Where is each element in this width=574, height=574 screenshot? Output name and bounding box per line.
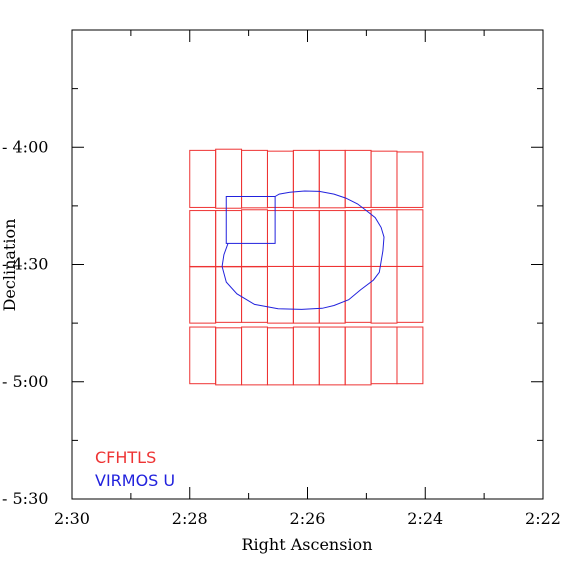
- x-tick-label: 2:24: [407, 509, 443, 528]
- cfhtls-field-rect: [215, 148, 243, 209]
- cfhtls-field-rect: [370, 265, 398, 324]
- y-tick-label: - 4:00: [2, 137, 48, 156]
- cfhtls-field-rect: [241, 326, 268, 386]
- tick-labels: 2:30 2:28 2:26 2:24 2:22 - 4:00 - 4:30 - 5:00 - …: [2, 137, 561, 528]
- x-tick-label: 2:28: [172, 509, 208, 528]
- cfhtls-field-rect: [344, 210, 372, 267]
- cfhtls-field-rect: [189, 149, 217, 208]
- cfhtls-field-rect: [266, 210, 294, 267]
- cfhtls-field-rect: [241, 149, 268, 209]
- legend: CFHTLS VIRMOS U: [95, 448, 175, 490]
- cfhtls-field-rect: [189, 210, 217, 267]
- x-tick-label: 2:30: [54, 509, 90, 528]
- cfhtls-field-rect: [318, 265, 346, 324]
- y-axis-title: Declination: [0, 219, 19, 312]
- virmos-u-rect: [225, 195, 276, 244]
- axis-ticks: [71, 29, 544, 500]
- cfhtls-field-rect: [189, 266, 217, 324]
- cfhtls-field-rect: [292, 265, 320, 324]
- y-tick-label: - 5:00: [2, 372, 48, 391]
- legend-entry: VIRMOS U: [95, 471, 175, 490]
- plot-frame: [71, 29, 544, 500]
- cfhtls-field-rect: [215, 210, 243, 267]
- cfhtls-field-rect: [318, 149, 346, 209]
- cfhtls-field-rect: [215, 327, 243, 386]
- cfhtls-field-rect: [396, 209, 424, 267]
- cfhtls-field-rect: [241, 265, 268, 323]
- cfhtls-field-rect: [266, 327, 294, 386]
- cfhtls-field-rect: [189, 326, 217, 385]
- cfhtls-field-rect: [292, 210, 320, 267]
- cfhtls-field-rect: [318, 326, 346, 386]
- cfhtls-field-rect: [344, 265, 372, 323]
- virmos-u-series: [221, 190, 385, 310]
- y-tick-label: - 5:30: [2, 489, 48, 508]
- y-tick-label: - 4:30: [2, 255, 48, 274]
- cfhtls-field-rect: [344, 326, 372, 386]
- cfhtls-field-rect: [292, 149, 320, 209]
- cfhtls-series: [189, 148, 424, 386]
- cfhtls-field-rect: [292, 326, 320, 386]
- cfhtls-field-rect: [370, 150, 398, 208]
- legend-entry: CFHTLS: [95, 448, 156, 467]
- cfhtls-field-rect: [266, 265, 294, 324]
- cfhtls-field-rect: [396, 265, 424, 323]
- cfhtls-field-rect: [396, 151, 424, 208]
- cfhtls-field-rect: [370, 326, 398, 385]
- cfhtls-field-rect: [241, 209, 268, 268]
- x-tick-label: 2:26: [290, 509, 326, 528]
- virmos-u-outline: [221, 190, 385, 310]
- cfhtls-field-rect: [396, 326, 424, 385]
- cfhtls-field-rect: [344, 149, 372, 208]
- x-axis-title: Right Ascension: [242, 535, 373, 554]
- plot-border: [71, 29, 544, 500]
- cfhtls-field-rect: [266, 150, 294, 208]
- x-tick-label: 2:22: [525, 509, 561, 528]
- cfhtls-field-rect: [318, 210, 346, 267]
